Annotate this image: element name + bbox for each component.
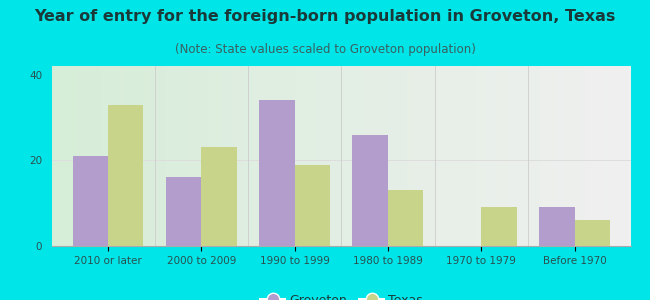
Bar [294,165,330,246]
Bar [539,207,575,246]
Bar [481,207,517,246]
Bar [108,105,144,246]
Bar [73,156,108,246]
Text: Year of entry for the foreign-born population in Groveton, Texas: Year of entry for the foreign-born popul… [34,9,616,24]
Bar [259,100,294,246]
Bar [352,135,388,246]
Legend: Groveton, Texas: Groveton, Texas [255,289,428,300]
Bar [202,147,237,246]
Bar [575,220,610,246]
Text: (Note: State values scaled to Groveton population): (Note: State values scaled to Groveton p… [175,44,475,56]
Bar [166,177,202,246]
Bar [388,190,423,246]
